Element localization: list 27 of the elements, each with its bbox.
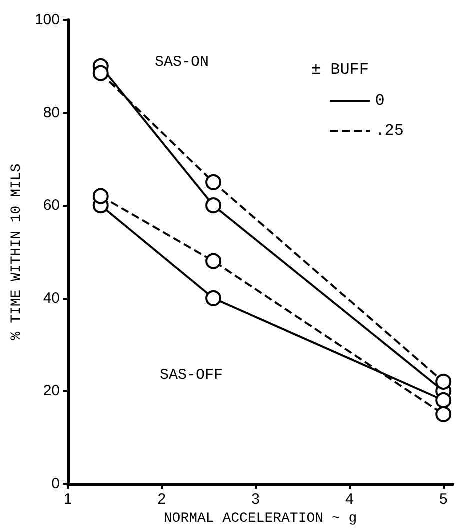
x-tick-label: 5	[439, 491, 448, 508]
y-axis-title: % TIME WITHIN 10 MILS	[9, 164, 26, 340]
annotation: SAS-OFF	[160, 367, 224, 384]
x-tick-label: 3	[252, 491, 260, 508]
point	[206, 253, 222, 270]
point	[436, 392, 452, 408]
annotation: SAS-ON	[155, 54, 210, 71]
point	[206, 290, 222, 306]
y-tick-label: 40	[43, 290, 60, 307]
y-tick-label: 60	[43, 197, 60, 214]
x-tick-label: 2	[158, 491, 166, 508]
legend-label: 0	[375, 92, 385, 110]
x-axis-title: NORMAL ACCELERATION ~ g	[164, 511, 358, 527]
legend-label: .25	[375, 122, 404, 140]
point	[436, 374, 452, 390]
point	[436, 406, 452, 422]
point	[206, 198, 222, 214]
x-tick-label: 4	[346, 491, 354, 508]
y-tick-label: 80	[43, 104, 60, 122]
point	[92, 188, 109, 204]
point	[92, 65, 109, 82]
legend-title: ± BUFF	[311, 61, 369, 79]
y-tick-label: 20	[43, 382, 60, 400]
y-tick-label: 0	[52, 476, 60, 492]
y-tick-label: 100	[34, 12, 60, 28]
x-tick-label: 1	[64, 491, 72, 508]
point	[206, 174, 222, 190]
